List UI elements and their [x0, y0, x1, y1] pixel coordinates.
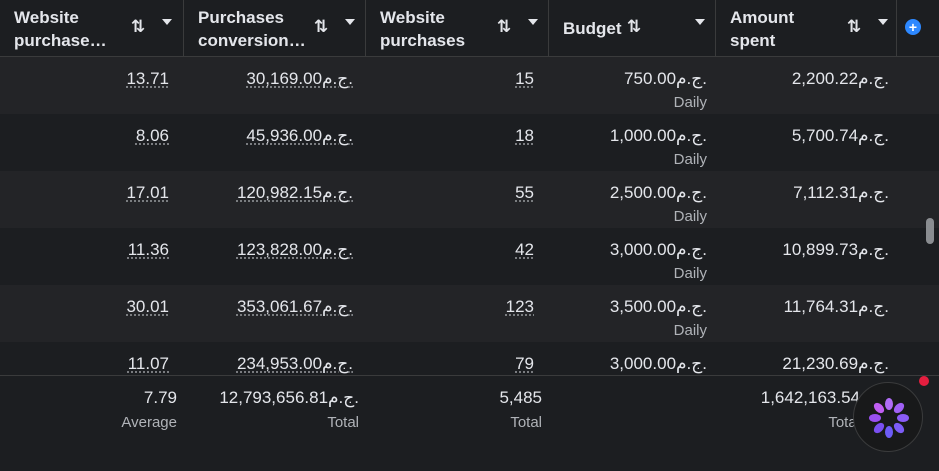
- budget-value: 3,000.00ج.م.: [609, 354, 707, 373]
- table-row[interactable]: 11.07 234,953.00ج.م. 79 3,000.00ج.م. 21,…: [0, 342, 939, 375]
- purchases-cell[interactable]: 55: [515, 183, 534, 202]
- table-header: Website purchase… ⇅ Purchases conversion…: [0, 0, 939, 57]
- budget-type: Daily: [673, 265, 707, 282]
- table-footer-totals: 7.79 Average 12,793,656.81ج.م. Total 5,4…: [0, 375, 939, 471]
- roas-average: 7.79 Average: [121, 388, 177, 431]
- meta-ai-assistant-icon: [869, 398, 909, 438]
- conversion-value-total-value: 12,793,656.81ج.م.: [219, 388, 359, 407]
- purchases-cell[interactable]: 15: [515, 69, 534, 88]
- caret-down-icon[interactable]: [695, 19, 705, 25]
- column-title: Purchases: [198, 8, 284, 27]
- conversion-value-cell[interactable]: 353,061.67ج.م.: [236, 297, 353, 316]
- budget-type: Daily: [673, 208, 707, 225]
- roas-average-value: 7.79: [143, 388, 177, 407]
- roas-cell[interactable]: 11.07: [127, 354, 169, 373]
- conversion-value-cell[interactable]: 234,953.00ج.م.: [236, 354, 353, 373]
- budget-value: 750.00ج.م.: [624, 69, 707, 88]
- purchases-cell[interactable]: 18: [515, 126, 534, 145]
- sort-arrows-icon[interactable]: ⇅: [627, 17, 641, 36]
- amount-spent-cell: 2,200.22ج.م.: [791, 69, 889, 88]
- purchases-total-value: 5,485: [499, 388, 542, 407]
- column-header-budget[interactable]: Budget ⇅: [549, 0, 716, 56]
- notification-dot: [919, 376, 929, 386]
- plus-circle-icon[interactable]: +: [905, 19, 921, 35]
- budget-value: 2,500.00ج.م.: [609, 183, 707, 202]
- vertical-scrollbar[interactable]: [926, 218, 934, 244]
- column-title: Website: [380, 8, 445, 27]
- conversion-value-cell[interactable]: 123,828.00ج.م.: [236, 240, 353, 259]
- amount-spent-total-label: Total: [828, 414, 860, 431]
- roas-cell[interactable]: 13.71: [126, 69, 169, 88]
- budget-value: 3,000.00ج.م.: [609, 240, 707, 259]
- table-row[interactable]: 11.36 123,828.00ج.م. 42 3,000.00ج.م. Dail…: [0, 228, 939, 285]
- budget-type: Daily: [673, 322, 707, 339]
- conversion-value-total-label: Total: [327, 414, 359, 431]
- roas-cell[interactable]: 8.06: [135, 126, 169, 145]
- conversion-value-cell[interactable]: 30,169.00ج.م.: [246, 69, 353, 88]
- caret-down-icon[interactable]: [345, 19, 355, 25]
- sort-arrows-icon[interactable]: ⇅: [497, 17, 511, 36]
- amount-spent-cell: 11,764.31ج.م.: [783, 297, 889, 316]
- amount-spent-total: 1,642,163.54 Total: [761, 388, 860, 431]
- amount-spent-cell: 5,700.74ج.م.: [791, 126, 889, 145]
- budget-value: 1,000.00ج.م.: [609, 126, 707, 145]
- purchases-cell[interactable]: 42: [515, 240, 534, 259]
- meta-ai-assistant-button[interactable]: [853, 382, 923, 452]
- roas-cell[interactable]: 17.01: [126, 183, 169, 202]
- column-title-line2: conversion…: [198, 31, 306, 50]
- roas-cell[interactable]: 30.01: [126, 297, 169, 316]
- column-title: Amount: [730, 8, 795, 27]
- column-header-website-purchase-roas[interactable]: Website purchase… ⇅: [0, 0, 184, 56]
- budget-type: Daily: [673, 151, 707, 168]
- column-title: Website: [14, 8, 79, 27]
- budget-cell: 3,500.00ج.م. Daily: [610, 297, 707, 339]
- purchases-cell[interactable]: 79: [515, 354, 534, 373]
- sort-arrows-icon[interactable]: ⇅: [131, 17, 145, 36]
- column-header-website-purchases[interactable]: Website purchases ⇅: [366, 0, 549, 56]
- roas-cell[interactable]: 11.36: [127, 240, 169, 259]
- column-title-line2: purchases: [380, 31, 466, 50]
- purchases-cell[interactable]: 123: [505, 297, 534, 316]
- caret-down-icon[interactable]: [162, 19, 172, 25]
- table-row[interactable]: 30.01 353,061.67ج.م. 123 3,500.00ج.م. Dai…: [0, 285, 939, 342]
- budget-cell: 1,000.00ج.م. Daily: [610, 126, 707, 168]
- amount-spent-total-value: 1,642,163.54: [760, 388, 860, 407]
- conversion-value-cell[interactable]: 45,936.00ج.م.: [246, 126, 353, 145]
- conversion-value-total: 12,793,656.81ج.م. Total: [219, 388, 359, 431]
- caret-down-icon[interactable]: [528, 19, 538, 25]
- table-row[interactable]: 17.01 120,982.15ج.م. 55 2,500.00ج.م. Dail…: [0, 171, 939, 228]
- amount-spent-cell: 10,899.73ج.م.: [782, 240, 889, 259]
- budget-cell: 3,000.00ج.م. Daily: [610, 240, 707, 282]
- budget-cell: 3,000.00ج.م.: [610, 354, 707, 375]
- table-row[interactable]: 13.71 30,169.00ج.م. 15 750.00ج.م. Daily 2…: [0, 57, 939, 114]
- column-header-purchases-conversion-value[interactable]: Purchases conversion… ⇅: [184, 0, 366, 56]
- budget-cell: 750.00ج.م. Daily: [624, 69, 707, 111]
- budget-type: Daily: [673, 94, 707, 111]
- roas-average-label: Average: [121, 414, 177, 431]
- column-title-line2: purchase…: [14, 31, 107, 50]
- amount-spent-cell: 21,230.69ج.م.: [782, 354, 889, 373]
- table-row[interactable]: 8.06 45,936.00ج.م. 18 1,000.00ج.م. Daily …: [0, 114, 939, 171]
- caret-down-icon[interactable]: [878, 19, 888, 25]
- budget-value: 3,500.00ج.م.: [609, 297, 707, 316]
- amount-spent-cell: 7,112.31ج.م.: [793, 183, 889, 202]
- purchases-total: 5,485 Total: [499, 388, 542, 431]
- column-title-line2: spent: [730, 31, 776, 50]
- sort-arrows-icon[interactable]: ⇅: [847, 17, 861, 36]
- purchases-total-label: Total: [510, 414, 542, 431]
- table-body: 13.71 30,169.00ج.م. 15 750.00ج.م. Daily 2…: [0, 57, 939, 375]
- column-title: Budget: [563, 19, 622, 38]
- column-header-amount-spent[interactable]: Amount spent ⇅: [716, 0, 897, 56]
- sort-arrows-icon[interactable]: ⇅: [314, 17, 328, 36]
- conversion-value-cell[interactable]: 120,982.15ج.م.: [236, 183, 353, 202]
- budget-cell: 2,500.00ج.م. Daily: [610, 183, 707, 225]
